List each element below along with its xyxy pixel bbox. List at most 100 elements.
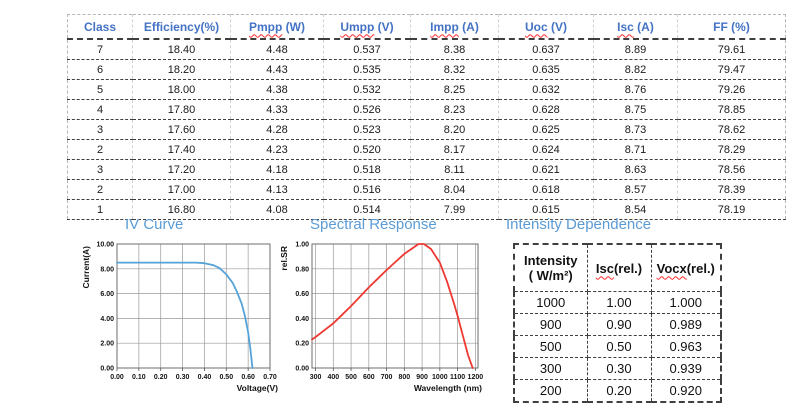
table-row: 5 18.00 4.38 0.532 8.25 0.632 8.76 79.26	[67, 79, 786, 100]
table-cell: 0.624	[498, 139, 594, 160]
table-cell: 0.939	[650, 357, 722, 380]
svg-text:8.00: 8.00	[100, 266, 114, 273]
table-cell: 78.39	[677, 179, 786, 200]
table-cell: 8.17	[410, 139, 499, 160]
table-cell: 17.00	[132, 179, 231, 200]
table-cell: 8.38	[410, 39, 499, 60]
svg-text:0.50: 0.50	[219, 374, 233, 381]
table-cell: 0.625	[498, 119, 594, 140]
table-cell: 0.514	[323, 199, 411, 220]
table-cell: 4.08	[230, 199, 324, 220]
table-cell: 18.00	[132, 79, 231, 100]
intensity-table-header-row: Intensity( W/m²) Isc(rel.) Vocx(rel.)	[513, 243, 722, 292]
svg-text:600: 600	[363, 374, 375, 381]
table-cell: 2	[67, 139, 133, 160]
svg-text:0.60: 0.60	[241, 374, 255, 381]
svg-text:Wavelength (nm): Wavelength (nm)	[414, 383, 482, 393]
table-cell: 1.00	[586, 291, 652, 314]
table-cell: 17.20	[132, 159, 231, 180]
main-table: Class Efficiency(%) Pmpp (W) Umpp (V) Impp (…	[67, 14, 786, 220]
table-cell: 0.989	[650, 313, 722, 336]
main-table-header-row: Class Efficiency(%) Pmpp (W) Umpp (V) Impp (…	[67, 14, 786, 40]
table-cell: 78.56	[677, 159, 786, 180]
svg-text:0.10: 0.10	[132, 374, 146, 381]
table-row: 300 0.30 0.939	[513, 357, 722, 380]
svg-text:1200: 1200	[468, 374, 484, 381]
svg-text:0.00: 0.00	[110, 374, 124, 381]
column-header: Intensity( W/m²)	[513, 243, 588, 292]
table-row: 1 16.80 4.08 0.514 7.99 0.615 8.54 78.19	[67, 199, 786, 220]
table-cell: 0.526	[323, 99, 411, 120]
spectral-response-plot: 300 400 500 600 700 800 900 1000 1100 1200 0.00 0.2…	[279, 242, 484, 394]
column-header: Pmpp (W)	[230, 14, 324, 40]
misspelled-word: Isc	[617, 19, 634, 34]
svg-text:0.70: 0.70	[263, 374, 277, 381]
table-cell: 78.19	[677, 199, 786, 220]
svg-text:300: 300	[310, 374, 322, 381]
table-cell: 1	[67, 199, 133, 220]
header-line: ( W/m²)	[528, 268, 573, 283]
column-header: Efficiency(%)	[132, 14, 231, 40]
svg-text:rel.SR: rel.SR	[279, 246, 289, 271]
table-cell: 79.26	[677, 79, 786, 100]
table-cell: 16.80	[132, 199, 231, 220]
table-cell: 1000	[513, 291, 588, 314]
column-header: FF (%)	[677, 14, 786, 40]
table-cell: 17.80	[132, 99, 231, 120]
table-cell: 8.82	[593, 59, 678, 80]
table-cell: 8.73	[593, 119, 678, 140]
svg-text:1000: 1000	[432, 374, 448, 381]
table-cell: 18.40	[132, 39, 231, 60]
table-cell: 4.18	[230, 159, 324, 180]
misspelled-word: Impp	[430, 19, 459, 34]
table-row: 1000 1.00 1.000	[513, 291, 722, 314]
table-cell: 8.11	[410, 159, 499, 180]
svg-text:1100: 1100	[450, 374, 465, 381]
table-cell: 0.537	[323, 39, 411, 60]
table-cell: 79.61	[677, 39, 786, 60]
table-cell: 7	[67, 39, 133, 60]
misspelled-word: Umpp	[340, 19, 375, 34]
svg-text:0.20: 0.20	[154, 374, 168, 381]
svg-text:0.00: 0.00	[100, 366, 114, 373]
iv-curve-plot: 0.00 0.10 0.20 0.30 0.40 0.50 0.60 0.70 0.00 2.00…	[81, 242, 278, 394]
table-cell: 4.33	[230, 99, 324, 120]
table-cell: 0.532	[323, 79, 411, 100]
column-header: Uoc (V)	[498, 14, 594, 40]
column-header: Vocx(rel.)	[650, 243, 722, 292]
table-cell: 8.71	[593, 139, 678, 160]
svg-text:4.00: 4.00	[100, 316, 114, 323]
table-cell: 5	[67, 79, 133, 100]
table-row: 4 17.80 4.33 0.526 8.23 0.628 8.75 78.85	[67, 99, 786, 120]
table-cell: 0.90	[586, 313, 652, 336]
table-cell: 8.23	[410, 99, 499, 120]
table-row: 3 17.60 4.28 0.523 8.20 0.625 8.73 78.62	[67, 119, 786, 140]
column-header: Impp (A)	[410, 14, 499, 40]
spectral-response-chart: 300 400 500 600 700 800 900 1000 1100 1200 0.00 0.2…	[278, 238, 484, 399]
table-cell: 78.29	[677, 139, 786, 160]
table-cell: 0.518	[323, 159, 411, 180]
table-cell: 8.25	[410, 79, 499, 100]
iv-curve-chart: 0.00 0.10 0.20 0.30 0.40 0.50 0.60 0.70 0.00 2.00…	[80, 238, 280, 399]
header-line: Vocx(rel.)	[656, 260, 715, 276]
table-cell: 0.516	[323, 179, 411, 200]
table-cell: 0.920	[650, 379, 722, 403]
intensity-table: Intensity( W/m²) Isc(rel.) Vocx(rel.) 1000…	[513, 243, 722, 403]
table-cell: 0.963	[650, 335, 722, 358]
table-cell: 4.38	[230, 79, 324, 100]
svg-text:2.00: 2.00	[100, 341, 114, 348]
svg-text:0.80: 0.80	[295, 266, 309, 273]
table-cell: 4.23	[230, 139, 324, 160]
iv-curve-title: IV Curve	[125, 216, 184, 233]
table-cell: 1.000	[650, 291, 722, 314]
table-cell: 0.520	[323, 139, 411, 160]
table-cell: 300	[513, 357, 588, 380]
table-cell: 0.30	[586, 357, 652, 380]
table-cell: 79.47	[677, 59, 786, 80]
table-cell: 8.54	[593, 199, 678, 220]
table-cell: 8.76	[593, 79, 678, 100]
header-line: Intensity	[524, 253, 578, 268]
spectral-response-title: Spectral Response	[310, 216, 437, 233]
misspelled-word: Uoc	[524, 19, 548, 34]
table-row: 200 0.20 0.920	[513, 379, 722, 403]
